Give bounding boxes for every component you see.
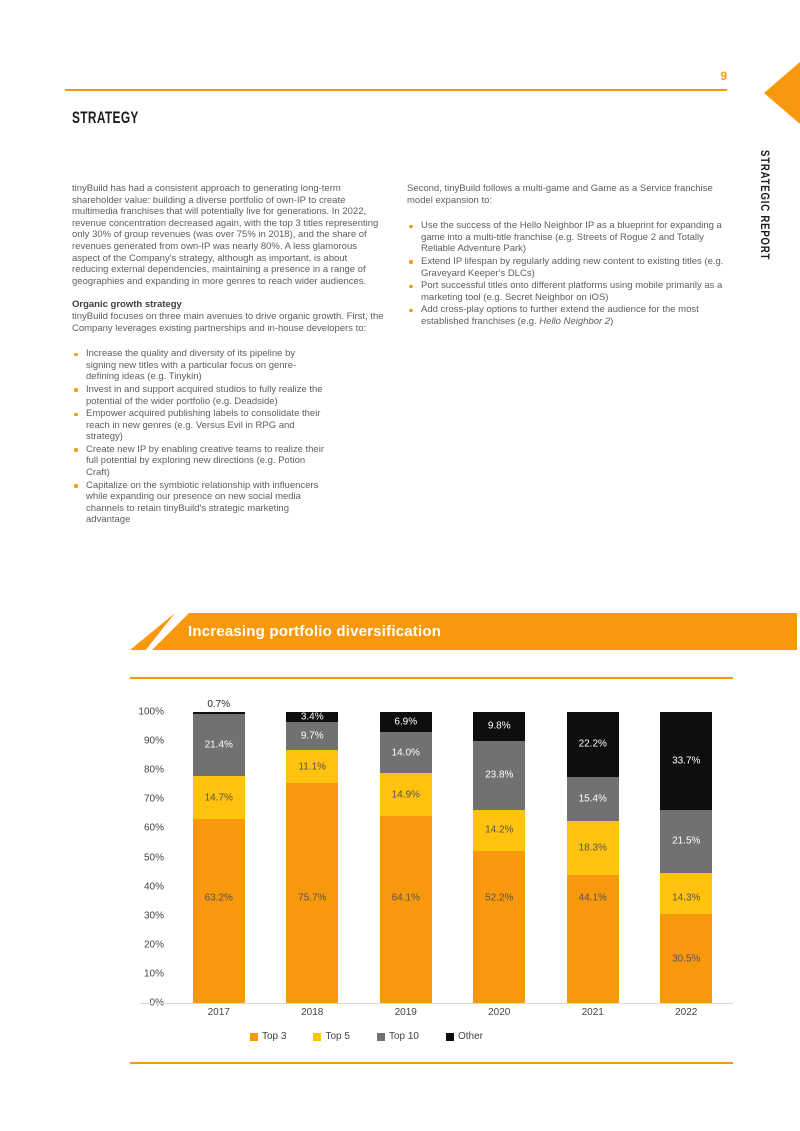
list-item: Extend IP lifespan by regularly adding n… [407,256,731,279]
legend-item-other: Other [445,1031,483,1042]
x-tick-label: 2017 [207,1007,230,1018]
list-item: Invest in and support acquired studios t… [72,384,324,407]
expansion-bullet-list: Use the success of the Hello Neighbor IP… [407,220,731,327]
x-tick-label: 2018 [301,1007,324,1018]
stacked-bar-2019: 64.1% 14.9% 14.0% 6.9% [379,712,432,1003]
corner-arrow-icon [764,62,800,124]
stacked-bar-2021: 44.1% 18.3% 15.4% 22.2% [566,712,619,1003]
bar-slot: 44.1% 18.3% 15.4% 22.2% [546,712,640,1003]
segment-other [379,712,432,733]
legend-swatch-icon [445,1032,454,1041]
segment-top-10 [192,714,245,777]
list-item: Capitalize on the symbiotic relationship… [72,480,324,526]
y-tick-label: 20% [143,939,164,951]
list-item: Port successful titles onto different pl… [407,280,731,303]
chart-bars: 63.2% 14.7% 21.4% 0.7% 75.7% 11.1% 9.7% 3.4% 64.… [172,699,734,1003]
list-item: Add cross-play options to further extend… [407,304,731,327]
bar-slot: 75.7% 11.1% 9.7% 3.4% [266,712,360,1003]
x-tick-label: 2020 [488,1007,511,1018]
left-column: tinyBuild has had a consistent approach … [72,183,390,527]
segment-top-5 [473,809,526,852]
bar-slot: 30.5% 14.3% 21.5% 33.7% [640,712,734,1003]
y-tick-label: 10% [143,968,164,980]
segment-top-3 [286,782,339,1003]
list-item: Increase the quality and diversity of it… [72,348,324,383]
y-tick-label: 30% [143,910,164,922]
stacked-bar-2018: 75.7% 11.1% 9.7% 3.4% [286,712,339,1003]
segment-top-3 [660,914,713,1003]
segment-top-3 [192,819,245,1003]
legend-label: Top 5 [325,1031,350,1042]
segment-top-10 [379,732,432,774]
x-axis-line [140,1003,733,1004]
page-number: 9 [720,69,727,83]
bar-slot: 52.2% 14.2% 23.8% 9.8% [453,712,547,1003]
legend-item-top-10: Top 10 [376,1031,419,1042]
intro-paragraph: tinyBuild has had a consistent approach … [72,183,379,287]
banner-bar: Increasing portfolio diversification [152,613,797,650]
segment-value-label: 0.7% [207,699,231,710]
x-tick-label: 2019 [394,1007,417,1018]
chart-top-rule [130,677,733,679]
legend-label: Top 3 [262,1031,287,1042]
list-item: Empower acquired publishing labels to co… [72,408,324,443]
legend-swatch-icon [376,1032,385,1041]
chart-legend: Top 3 Top 5 Top 10 Other [250,1031,483,1042]
y-tick-label: 80% [143,764,164,776]
y-tick-label: 70% [143,793,164,805]
legend-swatch-icon [313,1032,322,1041]
y-tick-label: 60% [143,822,164,834]
header-rule [65,89,727,91]
segment-top-5 [192,776,245,820]
list-item: Create new IP by enabling creative teams… [72,444,324,479]
chart-banner: Increasing portfolio diversification [130,613,797,650]
x-tick-label: 2022 [675,1007,698,1018]
segment-top-10 [660,810,713,873]
organic-growth-heading: Organic growth strategy [72,299,182,311]
chart-title: Increasing portfolio diversification [188,623,442,640]
organic-growth-paragraph: tinyBuild focuses on three main avenues … [72,310,384,334]
y-tick-label: 90% [143,735,164,747]
legend-swatch-icon [250,1032,258,1041]
chart-bottom-rule [130,1062,733,1064]
stacked-bar-2022: 30.5% 14.3% 21.5% 33.7% [660,712,713,1003]
list-item: Use the success of the Hello Neighbor IP… [407,220,731,255]
segment-top-10 [286,722,339,751]
segment-other [286,712,339,723]
stacked-bar-2020: 52.2% 14.2% 23.8% 9.8% [473,712,526,1003]
expansion-paragraph: Second, tinyBuild follows a multi-game a… [407,183,713,206]
legend-item-top-3: Top 3 [250,1031,286,1042]
page-title: STRATEGY [72,108,139,127]
legend-label: Top 10 [388,1031,419,1042]
segment-top-5 [566,821,619,875]
segment-top-10 [473,740,526,810]
stacked-bar-2017: 63.2% 14.7% 21.4% 0.7% [192,699,245,1003]
y-tick-label: 40% [143,881,164,893]
segment-top-5 [379,773,432,817]
segment-top-10 [566,776,619,822]
y-tick-label: 50% [143,852,164,863]
segment-other [192,712,245,715]
y-axis: 100% 90% 80% 70% 60% 50% 40% 30% 20% 10% 0% [110,707,164,1009]
organic-bullet-list: Increase the quality and diversity of it… [72,348,324,526]
segment-other [473,712,526,741]
bar-slot: 63.2% 14.7% 21.4% 0.7% [172,699,266,1003]
legend-label: Other [457,1031,483,1042]
segment-top-5 [286,750,339,783]
segment-top-3 [566,874,619,1003]
x-axis-labels: 2017 2018 2019 2020 2021 2022 [172,1007,733,1018]
right-column: Second, tinyBuild follows a multi-game a… [407,183,731,329]
side-tab-label: STRATEGIC REPORT [758,150,772,261]
segment-top-5 [660,872,713,915]
segment-other [660,712,713,811]
bar-slot: 64.1% 14.9% 14.0% 6.9% [359,712,453,1003]
x-tick-label: 2021 [581,1007,604,1018]
segment-top-3 [473,851,526,1003]
segment-other [566,712,619,777]
y-tick-label: 100% [138,706,164,718]
segment-top-3 [379,816,432,1003]
legend-item-top-5: Top 5 [313,1031,350,1042]
